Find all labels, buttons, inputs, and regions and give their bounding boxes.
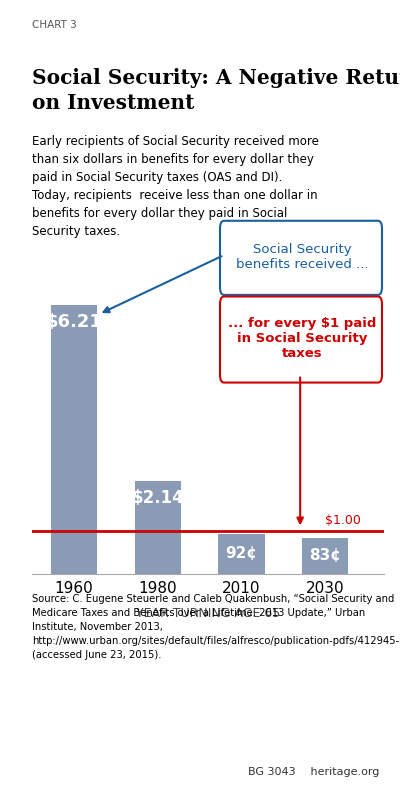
Text: BG 3043: BG 3043 [248,767,296,777]
Bar [51,305,97,574]
Bar [135,481,181,574]
Text: $1.00: $1.00 [325,514,360,527]
Bar [218,534,264,574]
Text: Social Security: A Negative Return
on Investment: Social Security: A Negative Return on In… [32,68,400,112]
Text: Early recipients of Social Security received more
than six dollars in benefits f: Early recipients of Social Security rece… [32,135,319,238]
Text: heritage.org: heritage.org [300,767,379,777]
Bar [302,538,348,574]
Text: CHART 3: CHART 3 [32,20,77,30]
Text: ... for every $1 paid
in Social Security
taxes: ... for every $1 paid in Social Security… [228,317,376,360]
X-axis label: YEAR TURNING AGE 65: YEAR TURNING AGE 65 [136,607,280,620]
Text: Social Security
benefits received ...: Social Security benefits received ... [236,242,368,271]
Text: Source: C. Eugene Steuerle and Caleb Quakenbush, “Social Security and Medicare T: Source: C. Eugene Steuerle and Caleb Qua… [32,594,400,660]
Text: $6.21: $6.21 [46,312,102,331]
Text: 92¢: 92¢ [226,547,258,561]
Text: 83¢: 83¢ [309,548,341,563]
Text: $2.14: $2.14 [131,489,184,507]
